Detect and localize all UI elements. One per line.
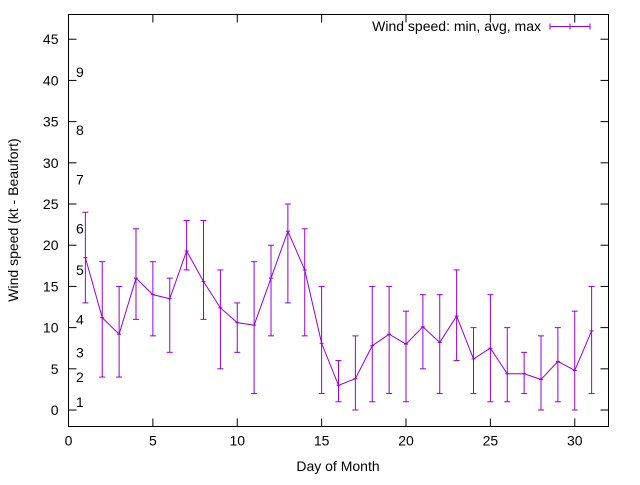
x-tick-label: 25 <box>483 433 499 449</box>
plot-border <box>68 14 609 427</box>
x-tick-label: 30 <box>567 433 583 449</box>
legend: Wind speed: min, avg, max <box>372 18 591 34</box>
y-tick-label: 25 <box>43 196 59 212</box>
beaufort-label: 4 <box>76 311 84 327</box>
x-axis-label: Day of Month <box>296 458 379 474</box>
y-tick-label: 10 <box>43 320 59 336</box>
y-tick-label: 35 <box>43 114 59 130</box>
series-group <box>82 203 595 411</box>
beaufort-label: 9 <box>76 64 84 80</box>
x-tick-label: 15 <box>314 433 330 449</box>
x-tick-label: 20 <box>398 433 414 449</box>
y-tick-label: 40 <box>43 72 59 88</box>
y-tick-label: 30 <box>43 155 59 171</box>
beaufort-labels: 1 2 3 4 5 6 7 8 9 <box>76 64 84 410</box>
y-tick-label: 0 <box>51 402 59 418</box>
beaufort-label: 8 <box>76 122 84 138</box>
legend-label: Wind speed: min, avg, max <box>372 18 541 34</box>
y-tick-label: 5 <box>51 361 59 377</box>
x-tick-label: 5 <box>149 433 157 449</box>
x-tick-label: 10 <box>229 433 245 449</box>
y-tick-label: 15 <box>43 278 59 294</box>
y-axis-label: Wind speed (kt - Beaufort) <box>5 138 21 301</box>
beaufort-label: 2 <box>76 369 84 385</box>
beaufort-label: 7 <box>76 171 84 187</box>
beaufort-label: 5 <box>76 262 84 278</box>
x-axis: 0 5 10 15 20 25 30 <box>65 14 583 449</box>
beaufort-label: 6 <box>76 221 84 237</box>
y-tick-label: 45 <box>43 31 59 47</box>
legend-sample <box>549 23 591 30</box>
beaufort-label: 1 <box>76 394 84 410</box>
x-tick-label: 0 <box>65 433 73 449</box>
beaufort-label: 3 <box>76 344 84 360</box>
y-tick-label: 20 <box>43 237 59 253</box>
